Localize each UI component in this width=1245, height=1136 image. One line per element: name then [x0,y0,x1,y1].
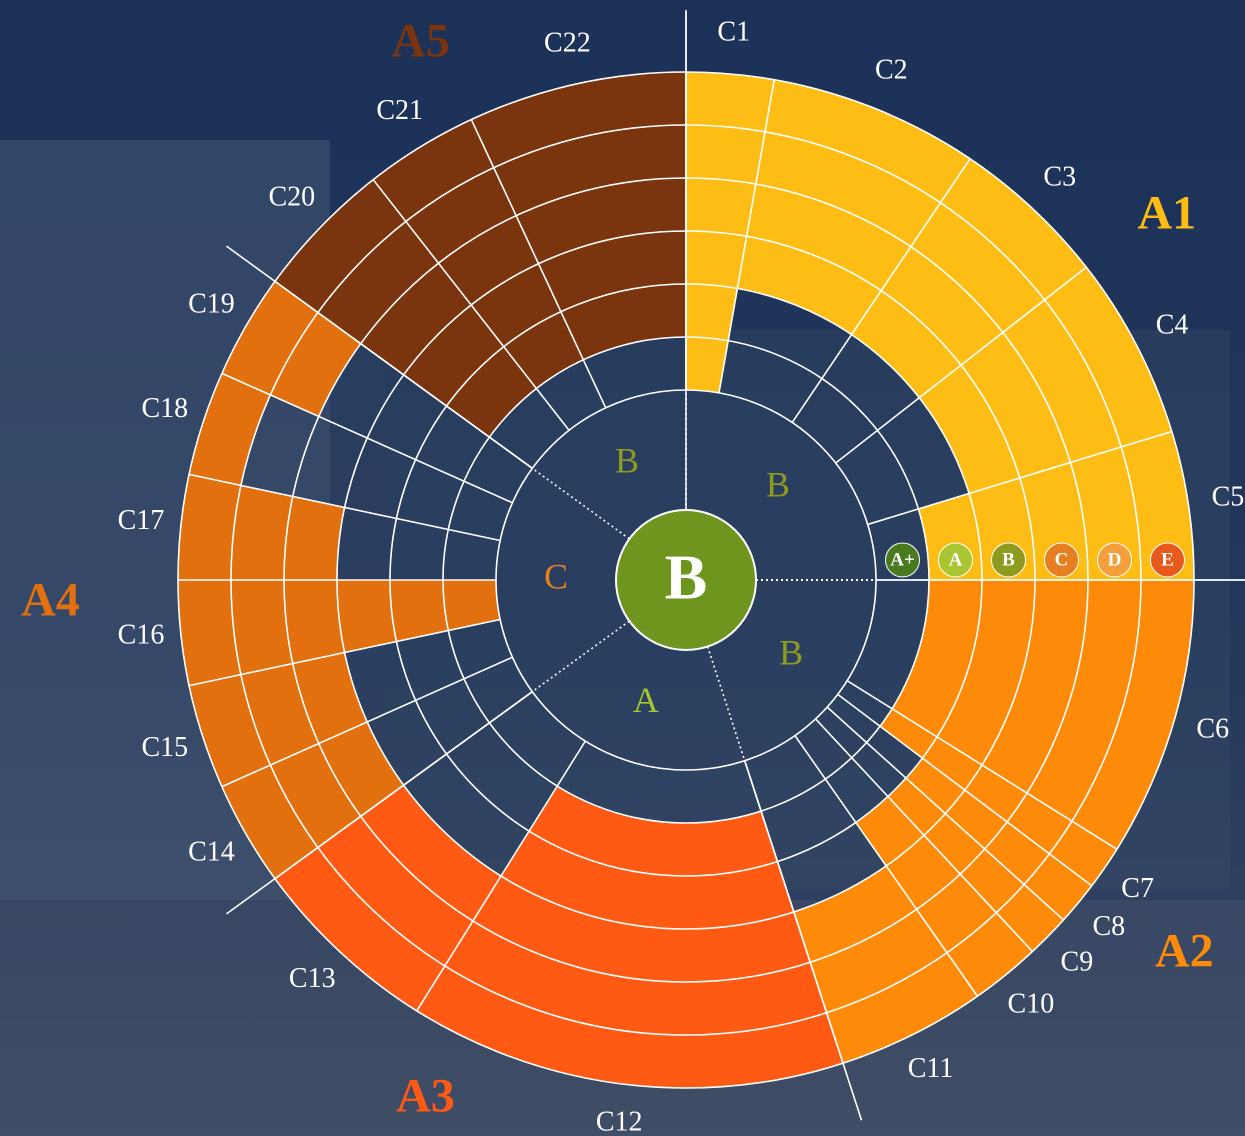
rating-wheel-chart: C1 C2 C3 C4 C5 A1 B C6 C7 C8 C9C10 C11 A2 B C12 C13 A3 A C… [0,0,1245,1136]
group-label: A3 [396,1069,455,1122]
group-rating: A [633,680,659,720]
criterion-label: C15 [141,732,188,763]
criterion-label: C14 [188,836,235,867]
scale-label: D [1108,549,1122,570]
criterion-label: C8 [1093,911,1126,942]
criterion-label: C19 [188,288,235,319]
group-rating: B [766,464,790,504]
criterion-label: C5 [1212,481,1245,512]
criterion-label: C20 [268,182,315,213]
group-label: A5 [391,14,450,67]
criterion-label: C13 [289,963,336,994]
group-rating: B [779,633,803,673]
criterion-label: C2 [875,54,908,85]
scale-label: A+ [890,549,915,570]
scale-label: C [1055,549,1069,570]
criterion-label: C7 [1121,873,1154,904]
criterion-label: C10 [1008,988,1055,1019]
criterion-label: C4 [1156,309,1189,340]
criterion-label: C17 [118,505,165,536]
scale-label: E [1161,549,1174,570]
criterion-label: C3 [1043,162,1076,193]
group-label: A1 [1137,187,1196,240]
criterion-label: C6 [1196,713,1229,744]
criterion-label: C9 [1061,947,1094,978]
criterion-label: C1 [717,17,750,48]
criterion-label: C22 [544,27,591,58]
group-rating: C [544,556,568,596]
group-label: A4 [21,573,80,626]
group-label: A2 [1155,925,1214,978]
criterion-label: C18 [141,393,188,424]
scale-label: A [949,549,963,570]
group-rating: B [615,440,639,480]
criterion-label: C21 [376,95,423,126]
overall-rating: B [665,542,708,613]
criterion-label: C11 [908,1053,954,1084]
criterion-label: C12 [596,1106,643,1136]
scale-label: B [1002,549,1015,570]
criterion-label: C16 [118,620,165,651]
